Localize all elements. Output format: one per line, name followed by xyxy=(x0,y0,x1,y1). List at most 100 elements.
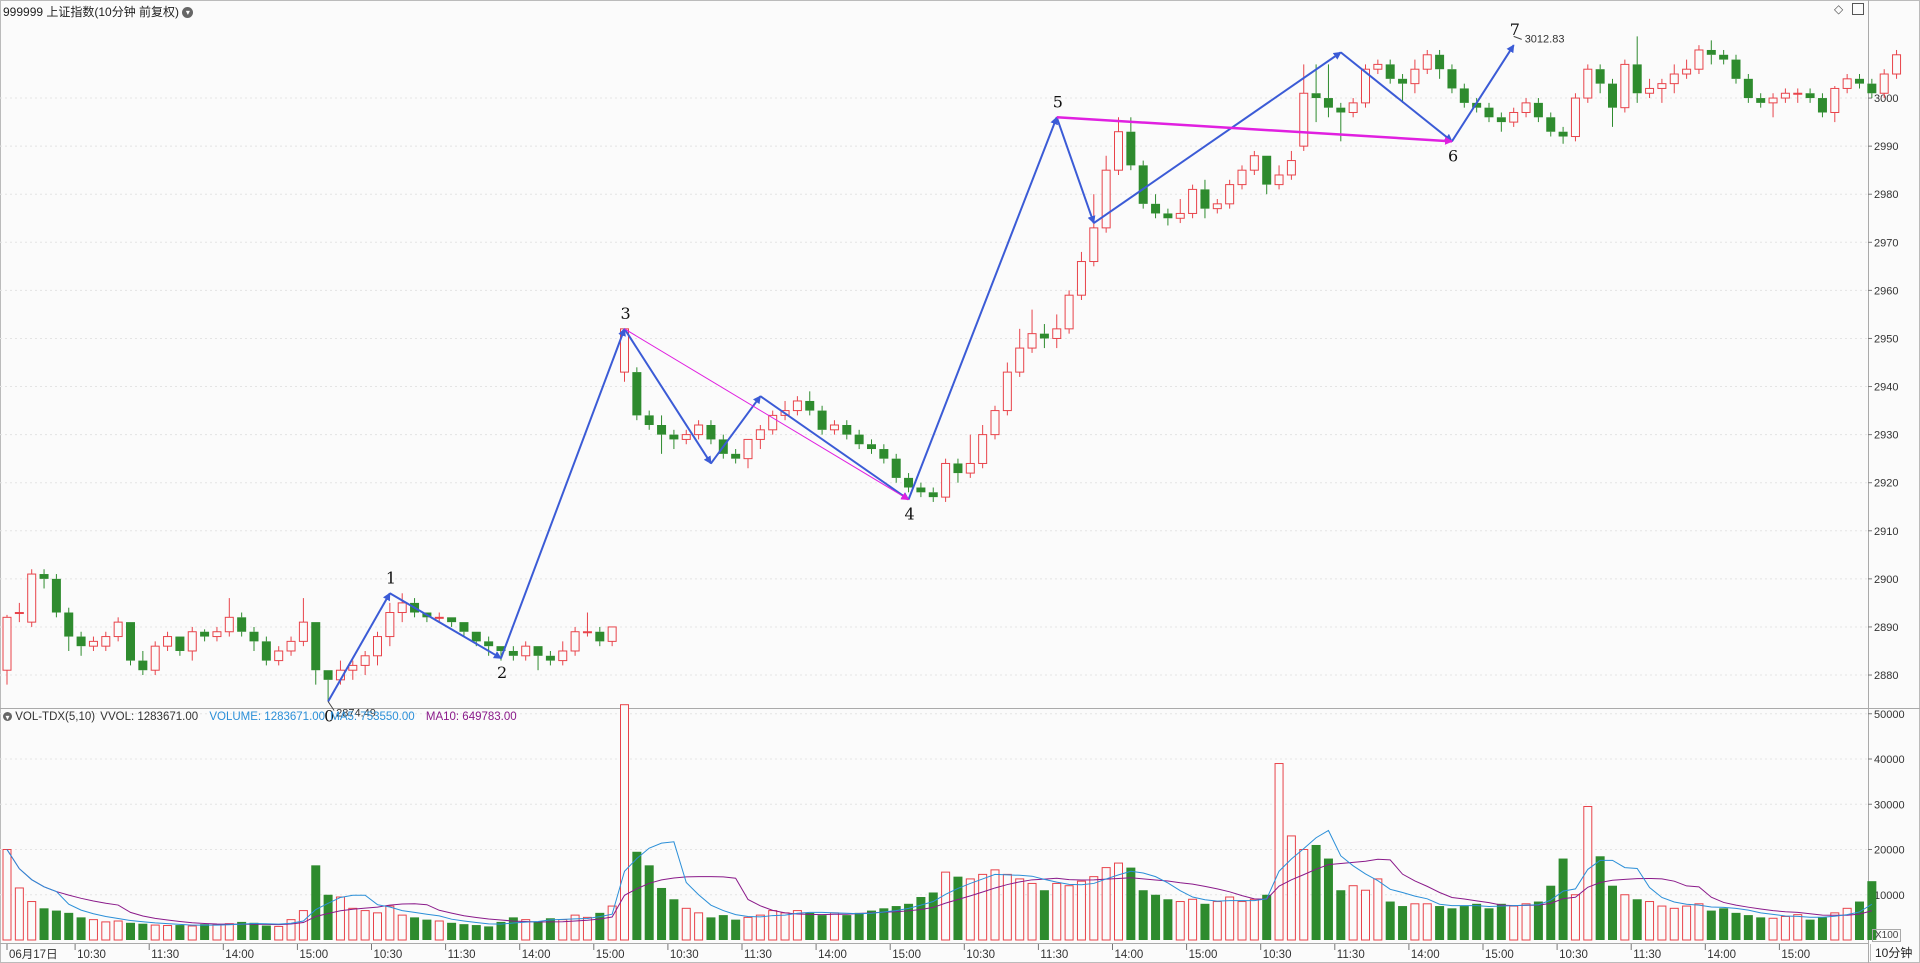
candle xyxy=(1620,59,1630,113)
candle xyxy=(1595,64,1605,94)
volume-bar xyxy=(854,912,864,940)
candle xyxy=(1089,194,1099,267)
candle xyxy=(1472,98,1482,113)
candle xyxy=(854,429,864,450)
candle-body xyxy=(681,434,691,440)
candle-body xyxy=(545,655,555,661)
candle xyxy=(224,598,234,637)
candle xyxy=(138,650,148,676)
candle xyxy=(39,569,49,589)
candle-body xyxy=(373,636,382,657)
volume-bar xyxy=(521,919,531,941)
candle xyxy=(533,646,543,671)
wave-line xyxy=(623,328,712,465)
candle-body xyxy=(1682,68,1692,75)
candle xyxy=(76,631,86,656)
volume-bar xyxy=(14,887,24,941)
candle xyxy=(1768,93,1778,118)
candle-body xyxy=(1076,261,1086,296)
volume-bar xyxy=(545,918,555,940)
time-tick-label: 10:30 xyxy=(1263,949,1292,961)
candle xyxy=(1570,93,1580,142)
candle-body xyxy=(397,602,407,614)
panel-toggle-icon[interactable] xyxy=(1852,3,1864,15)
volume-bar xyxy=(1867,881,1877,940)
candle xyxy=(867,439,876,454)
candle-body xyxy=(1805,93,1815,99)
candle-body xyxy=(39,574,49,579)
candle xyxy=(990,405,1000,440)
volume-bar xyxy=(311,865,321,940)
time-tick-label: 14:00 xyxy=(1115,949,1144,961)
volume-bar xyxy=(953,876,963,940)
dropdown-icon[interactable]: ▾ xyxy=(182,7,194,19)
candle-body xyxy=(447,617,457,623)
time-tick-label: 11:30 xyxy=(1337,949,1365,961)
price-tick-label: 2960 xyxy=(1874,285,1898,297)
candle-body xyxy=(323,670,333,680)
candle-body xyxy=(706,425,716,440)
candle-body xyxy=(792,400,802,412)
candle xyxy=(731,449,741,464)
candle-body xyxy=(867,444,876,450)
candle-body xyxy=(1138,165,1148,204)
candle xyxy=(607,626,617,647)
candle xyxy=(558,641,568,666)
volume-menu-icon[interactable]: ▾ xyxy=(3,712,12,722)
candle-body xyxy=(261,641,271,661)
candle xyxy=(51,574,61,618)
candle xyxy=(706,420,716,445)
candle xyxy=(1657,78,1667,103)
candle xyxy=(582,612,592,637)
volume-bar xyxy=(916,897,926,940)
ma5-value: MA5: 753550.00 xyxy=(330,711,415,723)
volume-bar xyxy=(1410,903,1420,941)
candle-body xyxy=(854,434,864,445)
diamond-icon[interactable]: ◇ xyxy=(1834,2,1844,16)
volume-tick-label: 10000 xyxy=(1874,890,1905,902)
candle-body xyxy=(990,410,1000,436)
volume-bar xyxy=(879,908,889,940)
candle xyxy=(1262,155,1272,195)
candle-body xyxy=(965,462,975,474)
price-tick-label: 2980 xyxy=(1874,189,1898,201)
volume-bar xyxy=(1299,849,1309,941)
volume-bar xyxy=(1163,899,1173,940)
candle-body xyxy=(1780,92,1790,99)
candle-body xyxy=(1200,189,1210,209)
volume-bar xyxy=(1570,894,1580,941)
candle-body xyxy=(224,616,234,633)
candle xyxy=(1311,64,1321,123)
candle-body xyxy=(1398,78,1408,84)
candle xyxy=(768,410,778,435)
candle xyxy=(274,646,284,666)
candle-body xyxy=(1336,107,1346,113)
price-tick-label: 2940 xyxy=(1874,382,1898,394)
candle-body xyxy=(842,425,852,435)
volume-bar xyxy=(237,921,247,940)
volume-bar xyxy=(632,851,642,940)
candle-body xyxy=(1496,117,1506,123)
candle xyxy=(805,391,815,416)
candle xyxy=(904,473,914,493)
candle xyxy=(1163,208,1173,226)
candle-body xyxy=(570,631,580,652)
candle-body xyxy=(829,424,839,431)
volume-bar xyxy=(817,915,827,940)
volume-bar xyxy=(867,910,876,940)
volume-bar xyxy=(1361,889,1370,941)
volume-value: VOLUME: 1283671.00 xyxy=(209,711,326,723)
candle-body xyxy=(1768,97,1778,104)
candle xyxy=(1422,49,1432,75)
high-value-label: 3012.83 xyxy=(1525,33,1565,45)
time-tick-label: 14:00 xyxy=(225,949,254,961)
volume-bar xyxy=(1682,905,1692,941)
candle xyxy=(1608,78,1617,127)
volume-bar xyxy=(1706,910,1716,940)
ma10-value: MA10: 649783.00 xyxy=(425,711,517,723)
period-button[interactable]: 10分钟 xyxy=(1870,944,1912,961)
candle xyxy=(1336,102,1346,142)
candle-body xyxy=(1632,64,1642,94)
candle xyxy=(1558,126,1568,144)
